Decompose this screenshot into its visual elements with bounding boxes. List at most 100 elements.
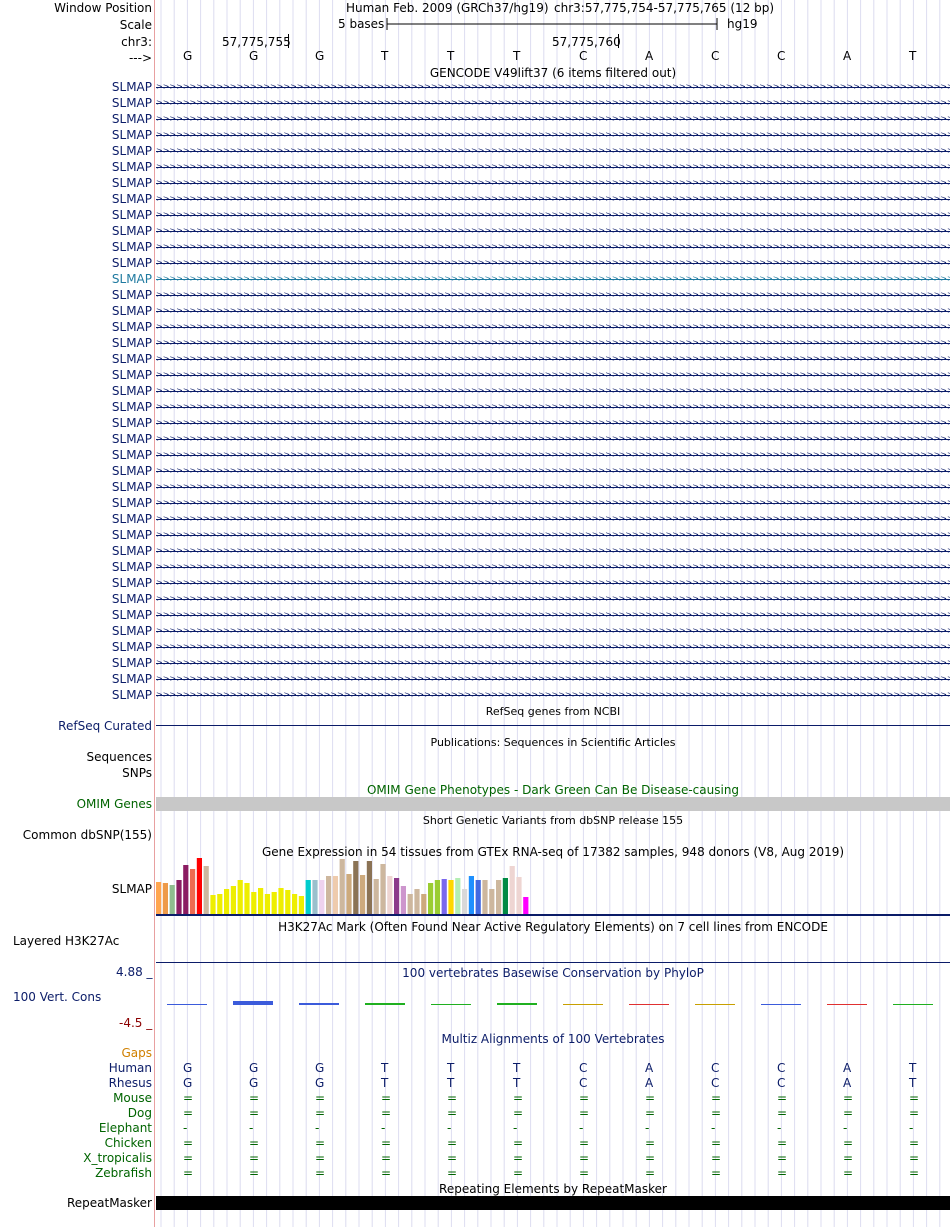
gencode-label-28[interactable]: SLMAP: [111, 528, 152, 542]
refseq-line[interactable]: [156, 725, 950, 726]
gencode-label-31[interactable]: SLMAP: [111, 576, 152, 590]
gencode-transcript-1[interactable]: [156, 103, 950, 104]
gencode-transcript-4[interactable]: [156, 151, 950, 152]
gencode-label-22[interactable]: SLMAP: [111, 432, 152, 446]
gencode-transcript-9[interactable]: [156, 231, 950, 232]
gencode-transcript-8[interactable]: [156, 215, 950, 216]
gencode-label-0[interactable]: SLMAP: [111, 80, 152, 94]
gencode-transcript-23[interactable]: [156, 455, 950, 456]
gencode-transcript-3[interactable]: [156, 135, 950, 136]
gencode-transcript-15[interactable]: [156, 327, 950, 328]
phylop-plot[interactable]: [156, 996, 950, 1012]
gencode-transcript-22[interactable]: [156, 439, 950, 440]
multiz-species-chicken[interactable]: Chicken: [104, 1136, 152, 1150]
gencode-transcript-0[interactable]: [156, 87, 950, 88]
gencode-label-37[interactable]: SLMAP: [111, 672, 152, 686]
gencode-label-3[interactable]: SLMAP: [111, 128, 152, 142]
multiz-species-human[interactable]: Human: [108, 1061, 152, 1075]
gencode-transcript-31[interactable]: [156, 583, 950, 584]
gencode-transcript-14[interactable]: [156, 311, 950, 312]
gencode-label-33[interactable]: SLMAP: [111, 608, 152, 622]
gencode-label-29[interactable]: SLMAP: [111, 544, 152, 558]
gencode-label-17[interactable]: SLMAP: [111, 352, 152, 366]
gencode-label-30[interactable]: SLMAP: [111, 560, 152, 574]
omim-bar[interactable]: [156, 797, 950, 811]
gencode-transcript-18[interactable]: [156, 375, 950, 376]
multiz-species-elephant[interactable]: Elephant: [98, 1121, 152, 1135]
gencode-transcript-16[interactable]: [156, 343, 950, 344]
gencode-transcript-26[interactable]: [156, 503, 950, 504]
multiz-species-x_tropicalis[interactable]: X_tropicalis: [83, 1151, 152, 1165]
gencode-transcript-17[interactable]: [156, 359, 950, 360]
gencode-label-4[interactable]: SLMAP: [111, 144, 152, 158]
gencode-transcript-2[interactable]: [156, 119, 950, 120]
gencode-transcript-13[interactable]: [156, 295, 950, 296]
dbsnp-label[interactable]: Common dbSNP(155): [22, 828, 152, 842]
phylop-label[interactable]: 100 Vert. Cons: [13, 990, 102, 1004]
gencode-label-15[interactable]: SLMAP: [111, 320, 152, 334]
multiz-species-zebrafish[interactable]: Zebrafish: [95, 1166, 152, 1180]
gencode-transcript-5[interactable]: [156, 167, 950, 168]
publications-label-snps[interactable]: SNPs: [122, 766, 152, 780]
gencode-label-36[interactable]: SLMAP: [111, 656, 152, 670]
gencode-label-27[interactable]: SLMAP: [111, 512, 152, 526]
gencode-label-14[interactable]: SLMAP: [111, 304, 152, 318]
gencode-transcript-38[interactable]: [156, 695, 950, 696]
gencode-label-20[interactable]: SLMAP: [111, 400, 152, 414]
gencode-transcript-35[interactable]: [156, 647, 950, 648]
multiz-species-rhesus[interactable]: Rhesus: [108, 1076, 152, 1090]
gencode-label-23[interactable]: SLMAP: [111, 448, 152, 462]
gencode-transcript-33[interactable]: [156, 615, 950, 616]
gencode-transcript-28[interactable]: [156, 535, 950, 536]
gencode-label-25[interactable]: SLMAP: [111, 480, 152, 494]
multiz-species-mouse[interactable]: Mouse: [113, 1091, 152, 1105]
gencode-label-5[interactable]: SLMAP: [111, 160, 152, 174]
gencode-transcript-12[interactable]: [156, 279, 950, 280]
gencode-transcript-6[interactable]: [156, 183, 950, 184]
gencode-label-13[interactable]: SLMAP: [111, 288, 152, 302]
repeatmasker-bar[interactable]: [156, 1196, 950, 1210]
gencode-transcript-24[interactable]: [156, 471, 950, 472]
gencode-label-2[interactable]: SLMAP: [111, 112, 152, 126]
gencode-label-35[interactable]: SLMAP: [111, 640, 152, 654]
gencode-transcript-19[interactable]: [156, 391, 950, 392]
omim-label[interactable]: OMIM Genes: [76, 797, 152, 811]
position-text[interactable]: chr3:57,775,754-57,775,765 (12 bp): [554, 1, 775, 15]
gencode-label-6[interactable]: SLMAP: [111, 176, 152, 190]
gencode-label-19[interactable]: SLMAP: [111, 384, 152, 398]
gencode-transcript-37[interactable]: [156, 679, 950, 680]
gencode-label-10[interactable]: SLMAP: [111, 240, 152, 254]
repeatmasker-label[interactable]: RepeatMasker: [66, 1196, 152, 1210]
gencode-transcript-21[interactable]: [156, 423, 950, 424]
gtex-bar-chart[interactable]: [156, 858, 950, 916]
multiz-species-dog[interactable]: Dog: [127, 1106, 152, 1120]
gencode-label-24[interactable]: SLMAP: [111, 464, 152, 478]
gencode-transcript-27[interactable]: [156, 519, 950, 520]
gencode-transcript-29[interactable]: [156, 551, 950, 552]
refseq-label[interactable]: RefSeq Curated: [58, 719, 152, 733]
gencode-transcript-36[interactable]: [156, 663, 950, 664]
gencode-label-16[interactable]: SLMAP: [111, 336, 152, 350]
gencode-transcript-32[interactable]: [156, 599, 950, 600]
gencode-label-7[interactable]: SLMAP: [111, 192, 152, 206]
gencode-label-26[interactable]: SLMAP: [111, 496, 152, 510]
publications-label-sequences[interactable]: Sequences: [86, 750, 152, 764]
gencode-label-9[interactable]: SLMAP: [111, 224, 152, 238]
gencode-label-34[interactable]: SLMAP: [111, 624, 152, 638]
gencode-label-8[interactable]: SLMAP: [111, 208, 152, 222]
gencode-transcript-11[interactable]: [156, 263, 950, 264]
gencode-transcript-20[interactable]: [156, 407, 950, 408]
gencode-transcript-34[interactable]: [156, 631, 950, 632]
gencode-label-12[interactable]: SLMAP: [111, 272, 152, 286]
gencode-transcript-7[interactable]: [156, 199, 950, 200]
gencode-label-11[interactable]: SLMAP: [111, 256, 152, 270]
gencode-transcript-25[interactable]: [156, 487, 950, 488]
gencode-label-32[interactable]: SLMAP: [111, 592, 152, 606]
h3k27ac-label[interactable]: Layered H3K27Ac: [13, 934, 120, 948]
gencode-label-1[interactable]: SLMAP: [111, 96, 152, 110]
gencode-label-38[interactable]: SLMAP: [111, 688, 152, 702]
gencode-transcript-10[interactable]: [156, 247, 950, 248]
gtex-label[interactable]: SLMAP: [111, 882, 152, 896]
gencode-label-21[interactable]: SLMAP: [111, 416, 152, 430]
gencode-label-18[interactable]: SLMAP: [111, 368, 152, 382]
